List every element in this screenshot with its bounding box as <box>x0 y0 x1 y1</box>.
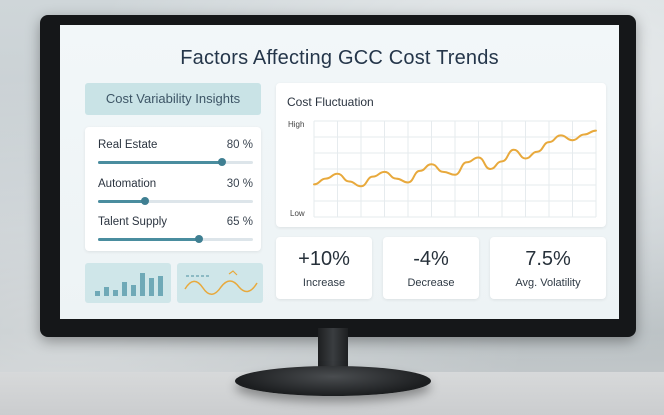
factor-name: Talent Supply <box>98 216 168 228</box>
factor-slider-fill <box>98 200 145 203</box>
factor-name: Automation <box>98 178 157 190</box>
mini-bar-chart-thumbnail[interactable] <box>85 263 171 303</box>
cost-fluctuation-chart: High Low <box>288 120 597 218</box>
factor-slider-track <box>98 197 253 205</box>
factor-slider-handle[interactable] <box>194 235 203 243</box>
mini-wave-graphic <box>184 270 258 295</box>
factor-real-estate: Real Estate 80 % <box>98 139 253 169</box>
chart-title: Cost Fluctuation <box>287 95 374 109</box>
stat-value: -4% <box>413 248 449 270</box>
stat-label: Avg. Volatility <box>515 277 581 289</box>
y-tick-label-high: High <box>288 120 304 129</box>
factor-slider-track <box>98 235 253 243</box>
mini-bar <box>113 290 118 296</box>
monitor-stand-base <box>235 366 431 396</box>
mini-bar <box>131 285 136 296</box>
monitor-screen: Factors Affecting GCC Cost Trends Cost V… <box>60 25 619 319</box>
mini-bar <box>95 291 100 296</box>
cost-fluctuation-card: Cost Fluctuation High Low <box>276 83 606 227</box>
factor-slider-handle[interactable] <box>218 158 226 166</box>
factor-value: 80 % <box>226 139 253 151</box>
series-line <box>313 129 597 188</box>
dashboard-title: Factors Affecting GCC Cost Trends <box>180 47 499 69</box>
factor-slider-handle[interactable] <box>140 197 149 205</box>
mini-bar <box>122 282 127 296</box>
factor-value: 30 % <box>226 178 253 190</box>
mini-bar <box>104 287 109 296</box>
factor-value: 65 % <box>226 216 253 228</box>
mini-wave-chart-thumbnail[interactable] <box>177 263 263 303</box>
factors-card: Real Estate 80 % Automation 30 % Talent … <box>85 127 261 251</box>
stat-card-volatility: 7.5% Avg. Volatility <box>490 237 606 299</box>
stat-label: Decrease <box>407 277 455 289</box>
factor-talent-supply: Talent Supply 65 % <box>98 216 253 246</box>
mini-bar <box>149 278 154 296</box>
stat-label: Increase <box>302 277 346 289</box>
mini-bar <box>140 273 145 296</box>
cost-variability-insights-button[interactable]: Cost Variability Insights <box>85 83 261 115</box>
factor-slider-fill <box>98 238 199 241</box>
mini-bar <box>158 276 163 296</box>
factor-automation: Automation 30 % <box>98 178 253 208</box>
stat-card-decrease: -4% Decrease <box>383 237 479 299</box>
stat-value: +10% <box>298 248 350 270</box>
stat-card-increase: +10% Increase <box>276 237 372 299</box>
stat-value: 7.5% <box>525 248 571 270</box>
factor-name: Real Estate <box>98 139 158 151</box>
y-tick-label-low: Low <box>290 209 305 218</box>
factor-slider-track <box>98 158 253 166</box>
factor-slider-fill <box>98 161 222 164</box>
